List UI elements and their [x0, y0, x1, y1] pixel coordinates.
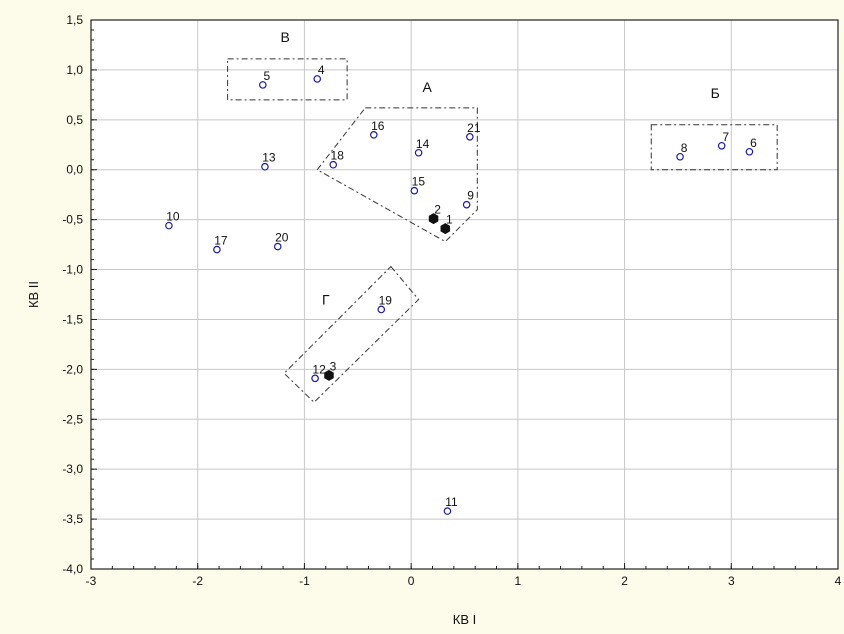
- open-point-marker: [466, 132, 474, 141]
- group-label: Б: [711, 85, 720, 101]
- point-label: 13: [262, 151, 276, 165]
- point-label: 9: [467, 189, 474, 203]
- point-label: 4: [318, 63, 325, 77]
- open-point-marker: [410, 186, 419, 195]
- y-tick-label: -4,0: [62, 562, 83, 576]
- open-point-marker: [369, 130, 378, 139]
- point-label: 21: [467, 121, 481, 135]
- y-tick-label: -3,5: [62, 512, 83, 526]
- open-point-marker: [676, 152, 684, 161]
- group-regions: А Б В Г: [227, 29, 778, 404]
- point-label: 20: [275, 231, 289, 245]
- open-point-marker: [443, 507, 452, 515]
- x-tick-label: 4: [835, 574, 842, 588]
- group-label: В: [281, 29, 290, 45]
- point-label: 7: [722, 130, 729, 144]
- x-axis-title: КВ I: [453, 612, 476, 627]
- group-region-outline: [650, 124, 778, 171]
- point-label: 17: [214, 234, 228, 248]
- group-label: Г: [322, 291, 330, 307]
- plot-area: [91, 20, 838, 569]
- open-point-marker: [165, 221, 173, 230]
- open-point-marker: [213, 245, 221, 254]
- point-label: 3: [330, 359, 337, 373]
- open-point-marker: [261, 162, 269, 171]
- point-label: 15: [412, 175, 426, 189]
- y-tick-label: 0,0: [66, 163, 83, 177]
- point-label: 2: [434, 203, 441, 217]
- group-region-outline: [283, 265, 420, 404]
- point-label: 5: [263, 69, 270, 83]
- y-tick-label: -2,0: [62, 362, 83, 376]
- filled-point-marker: [324, 369, 334, 381]
- y-tick-label: -0,5: [62, 213, 83, 227]
- point-label: 8: [681, 141, 688, 155]
- y-axis-title: КВ II: [26, 281, 41, 308]
- filled-point-marker: [428, 213, 439, 225]
- axis-ticks: -3 -2 -1 0 1 2 3 41,51,00,50,0-0,5-1,0-1,5-2,0-…: [62, 13, 841, 588]
- x-tick-label: 3: [728, 574, 735, 588]
- open-point-marker: [717, 141, 726, 150]
- x-tick-label: -1: [299, 574, 310, 588]
- y-tick-label: 1,0: [66, 63, 83, 77]
- group-label: А: [422, 79, 432, 95]
- y-tick-label: -3,0: [62, 462, 83, 476]
- grid-lines: [91, 20, 838, 569]
- open-point-marker: [462, 200, 471, 209]
- open-point-marker: [313, 75, 322, 83]
- point-label: 1: [446, 213, 453, 227]
- point-label: 12: [312, 362, 326, 376]
- point-label: 11: [445, 495, 458, 509]
- open-point-marker: [311, 374, 319, 383]
- open-point-marker: [414, 148, 423, 157]
- y-tick-label: -2,5: [62, 412, 83, 426]
- point-label: 14: [416, 137, 430, 151]
- point-label: 19: [379, 293, 393, 307]
- group-region-outline: [227, 58, 348, 101]
- x-tick-label: 2: [621, 574, 628, 588]
- open-point-marker: [273, 242, 282, 251]
- y-tick-label: 0,5: [66, 113, 83, 127]
- point-label: 18: [331, 149, 345, 163]
- open-point-marker: [259, 81, 267, 89]
- group-region-outline: [316, 107, 478, 243]
- x-tick-label: -3: [86, 574, 97, 588]
- filled-point-marker: [440, 223, 451, 235]
- x-tick-label: 0: [408, 574, 415, 588]
- point-label: 16: [371, 119, 385, 133]
- x-tick-label: -2: [192, 574, 203, 588]
- y-tick-label: 1,5: [66, 13, 83, 27]
- point-label: 6: [750, 136, 757, 150]
- y-tick-label: -1,5: [62, 312, 83, 326]
- open-point-marker: [745, 147, 754, 156]
- x-tick-label: 1: [515, 574, 522, 588]
- point-label: 10: [166, 210, 180, 224]
- plot-frame: [90, 19, 839, 570]
- open-point-marker: [329, 160, 338, 169]
- open-point-marker: [377, 305, 386, 314]
- y-tick-label: -1,0: [62, 263, 83, 277]
